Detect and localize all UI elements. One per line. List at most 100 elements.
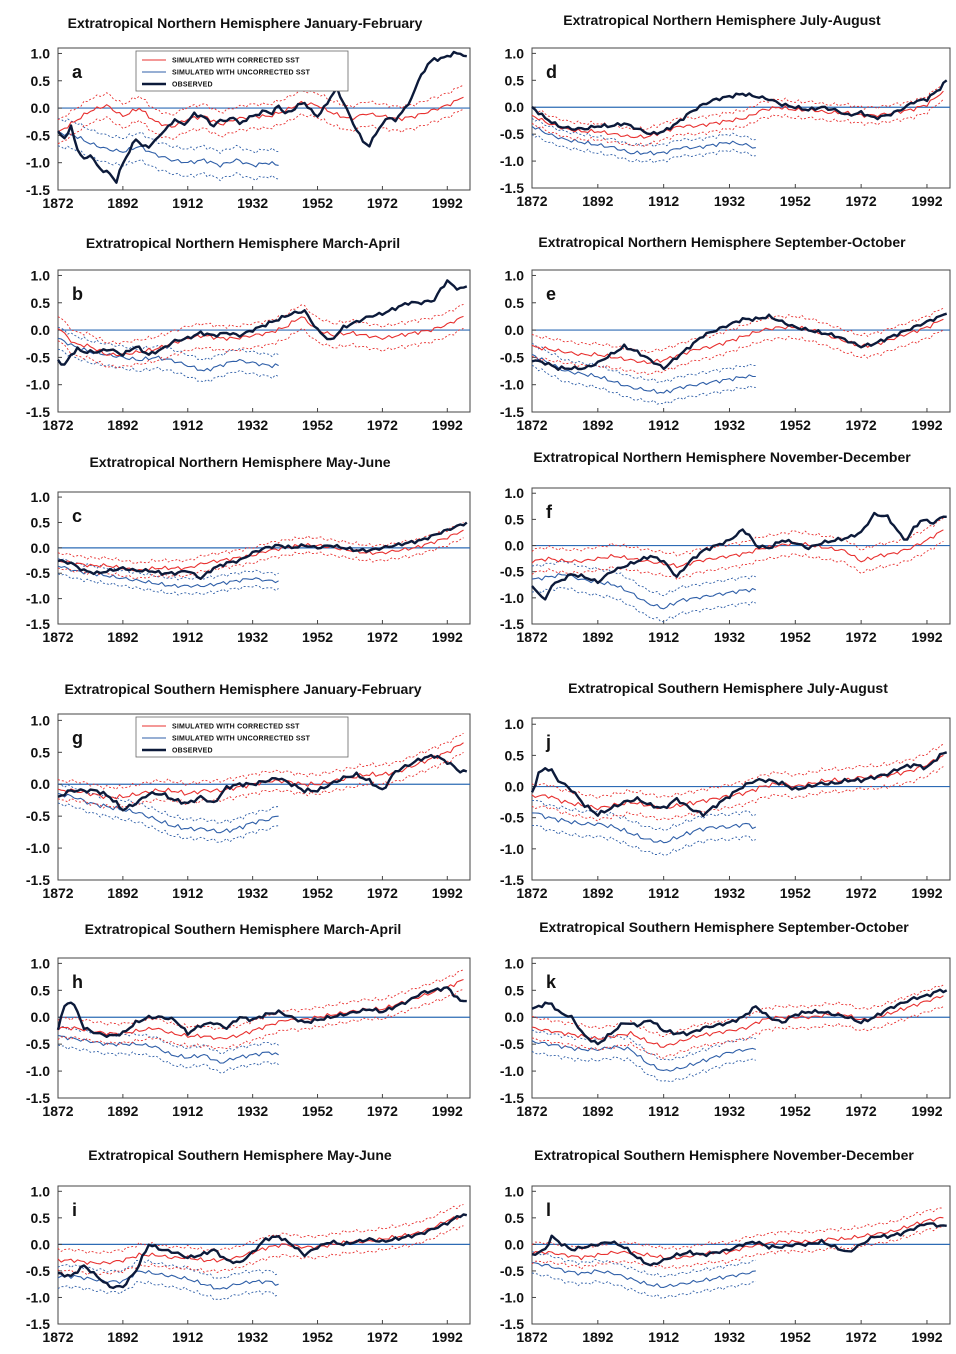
uncorrected-mean-line — [57, 1034, 279, 1064]
x-tick-label: 1972 — [367, 1329, 398, 1345]
y-tick-label: 0.5 — [31, 514, 51, 530]
x-tick-label: 1872 — [42, 629, 73, 645]
x-tick-label: 1952 — [302, 629, 333, 645]
x-tick-label: 1952 — [302, 417, 333, 433]
x-tick-label: 1912 — [172, 195, 203, 211]
x-tick-label: 1892 — [107, 629, 138, 645]
y-tick-label: 0.5 — [505, 1210, 525, 1226]
y-tick-label: 0.5 — [31, 744, 51, 760]
x-tick-label: 1912 — [172, 885, 203, 901]
uncorrected-lower-bound-line — [57, 145, 279, 182]
y-tick-label: 0.0 — [31, 776, 51, 792]
x-tick-label: 1872 — [42, 885, 73, 901]
legend-label-corrected: SIMULATED WITH CORRECTED SST — [172, 724, 300, 731]
y-tick-label: -1.0 — [26, 591, 50, 607]
x-tick-label: 1992 — [432, 629, 463, 645]
panel-letter: k — [546, 972, 557, 992]
y-tick-label: 0.0 — [505, 1236, 525, 1252]
x-tick-label: 1972 — [367, 885, 398, 901]
y-tick-label: 1.0 — [505, 716, 525, 732]
x-tick-label: 1952 — [302, 1103, 333, 1119]
x-tick-label: 1932 — [237, 417, 268, 433]
y-tick-label: 0.0 — [505, 538, 525, 554]
x-tick-label: 1892 — [582, 885, 613, 901]
y-tick-label: -0.5 — [500, 810, 524, 826]
y-tick-label: -1.0 — [500, 153, 524, 169]
y-tick-label: -1.5 — [500, 404, 524, 420]
corrected-mean-line — [531, 1216, 944, 1261]
x-tick-label: 1912 — [648, 1103, 679, 1119]
x-tick-label: 1972 — [846, 417, 877, 433]
y-tick-label: 0.0 — [505, 322, 525, 338]
uncorrected-upper-bound-line — [57, 326, 279, 361]
corrected-lower-bound-line — [57, 1225, 464, 1276]
x-tick-label: 1872 — [42, 1103, 73, 1119]
x-tick-label: 1892 — [582, 193, 613, 209]
x-tick-label: 1972 — [846, 1103, 877, 1119]
plot-frame — [57, 491, 471, 625]
y-tick-label: -1.5 — [26, 404, 50, 420]
y-tick-label: -1.5 — [500, 1090, 524, 1106]
panel-h: Extratropical Southern Hemisphere March-… — [26, 921, 471, 1119]
x-tick-label: 1932 — [237, 885, 268, 901]
y-tick-label: 0.0 — [31, 540, 51, 556]
corrected-lower-bound-line — [57, 108, 464, 145]
corrected-mean-line — [531, 529, 944, 569]
uncorrected-upper-bound-line — [57, 118, 279, 154]
uncorrected-lower-bound-line — [531, 133, 756, 164]
corrected-upper-bound-line — [531, 984, 944, 1037]
panel-f: Extratropical Northern Hemisphere Novemb… — [500, 449, 951, 645]
panel-b: Extratropical Northern Hemisphere March-… — [26, 235, 471, 433]
y-tick-label: -0.5 — [26, 1263, 50, 1279]
y-tick-label: -1.0 — [500, 590, 524, 606]
y-tick-label: -1.5 — [500, 872, 524, 888]
x-tick-label: 1912 — [172, 629, 203, 645]
x-tick-label: 1992 — [432, 195, 463, 211]
x-tick-label: 1992 — [432, 417, 463, 433]
uncorrected-lower-bound-line — [531, 1272, 756, 1299]
uncorrected-mean-line — [57, 1270, 279, 1290]
x-tick-label: 1872 — [516, 629, 547, 645]
corrected-upper-bound-line — [57, 1204, 464, 1255]
x-tick-label: 1912 — [648, 417, 679, 433]
x-tick-label: 1872 — [42, 1329, 73, 1345]
y-tick-label: -1.5 — [500, 1316, 524, 1332]
y-tick-label: -0.5 — [26, 565, 50, 581]
x-tick-label: 1892 — [107, 885, 138, 901]
x-tick-label: 1932 — [714, 193, 745, 209]
uncorrected-upper-bound-line — [531, 1029, 756, 1061]
corrected-upper-bound-line — [57, 969, 464, 1031]
legend-box — [135, 716, 349, 758]
observed-line — [531, 1222, 947, 1267]
panel-title: Extratropical Northern Hemisphere July-A… — [563, 12, 881, 28]
x-tick-label: 1952 — [780, 885, 811, 901]
uncorrected-lower-bound-line — [57, 573, 279, 596]
observed-line — [530, 751, 948, 818]
x-tick-label: 1872 — [516, 193, 547, 209]
y-tick-label: -1.0 — [26, 155, 50, 171]
y-tick-label: 1.0 — [31, 1183, 51, 1199]
y-tick-label: 1.0 — [31, 489, 51, 505]
y-tick-label: -1.5 — [26, 1316, 50, 1332]
legend-label-uncorrected: SIMULATED WITH UNCORRECTED SST — [172, 70, 311, 77]
panel-title: Extratropical Northern Hemisphere March-… — [86, 235, 400, 251]
y-tick-label: 0.0 — [31, 100, 51, 116]
y-tick-label: 0.0 — [505, 1009, 525, 1025]
x-tick-label: 1952 — [302, 885, 333, 901]
y-tick-label: 0.0 — [31, 1009, 51, 1025]
y-tick-label: 1.0 — [505, 267, 525, 283]
x-tick-label: 1992 — [911, 1103, 942, 1119]
x-tick-label: 1992 — [911, 417, 942, 433]
observed-line — [56, 986, 467, 1038]
panel-d: Extratropical Northern Hemisphere July-A… — [500, 12, 951, 209]
x-tick-label: 1872 — [516, 1329, 547, 1345]
panel-title: Extratropical Northern Hemisphere Septem… — [538, 234, 906, 250]
panel-letter: d — [546, 62, 557, 82]
panel-letter: l — [546, 1200, 551, 1220]
y-tick-label: 0.0 — [31, 1236, 51, 1252]
x-tick-label: 1912 — [648, 885, 679, 901]
corrected-mean-line — [57, 978, 464, 1040]
plot-frame — [57, 1185, 471, 1325]
legend-box — [135, 50, 349, 92]
observed-line — [531, 79, 948, 136]
